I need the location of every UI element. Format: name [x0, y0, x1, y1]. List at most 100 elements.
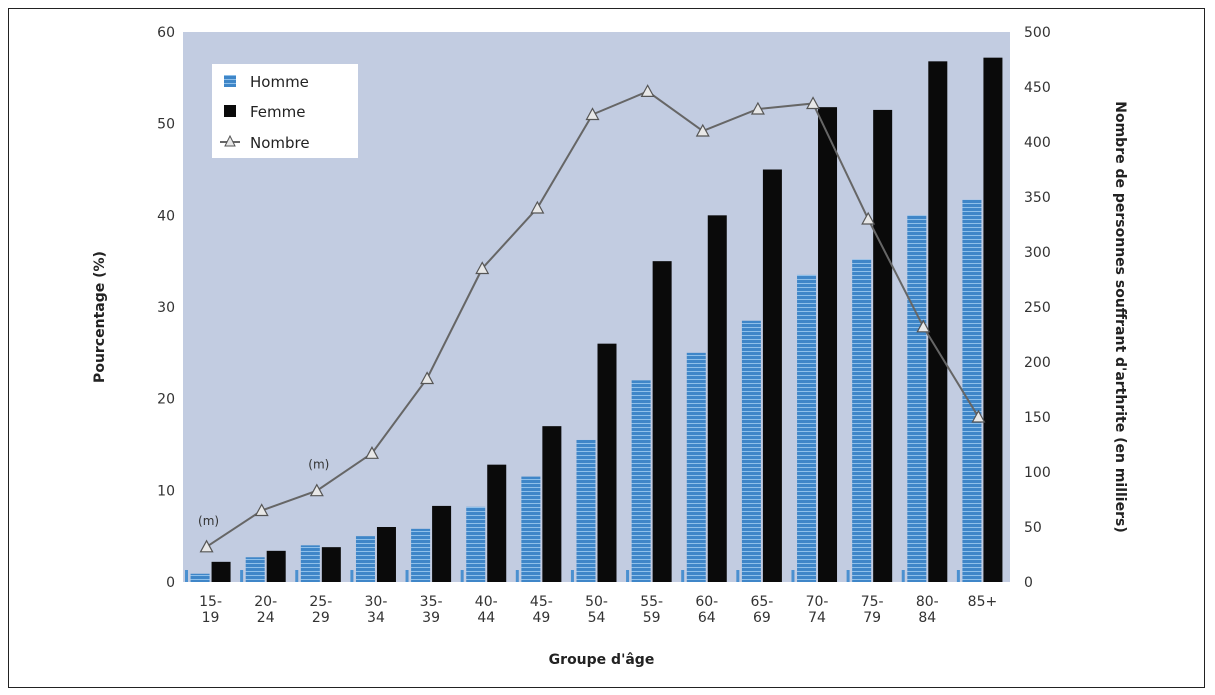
marker-nombre	[199, 539, 214, 553]
x-tick-label: 75-	[861, 594, 884, 610]
x-tick-label: 20-	[254, 594, 277, 610]
x-tick-label: 60-	[695, 594, 718, 610]
bar-femme	[652, 261, 672, 582]
y2-tick-label: 200	[1024, 355, 1051, 371]
group-separator	[570, 570, 574, 582]
x-tick-label: 80-	[916, 594, 939, 610]
group-separator	[846, 570, 850, 582]
y2-tick-label: 150	[1024, 410, 1051, 426]
bar-homme	[686, 352, 706, 582]
y2-tick-label: 50	[1024, 520, 1042, 536]
bar-femme	[762, 169, 782, 582]
y2-tick-label: 400	[1024, 135, 1051, 151]
x-tick-label: 70-	[806, 594, 829, 610]
marker-nombre	[475, 261, 490, 275]
y-tick-label: 30	[157, 300, 175, 316]
bar-homme	[962, 199, 982, 582]
bar-femme	[487, 464, 507, 582]
y2-tick-label: 500	[1024, 25, 1051, 41]
x-tick-label: 44	[477, 610, 495, 626]
bar-homme	[466, 506, 486, 582]
x-tick-label: 15-	[199, 594, 222, 610]
x-tick-label: 45-	[530, 594, 553, 610]
x-tick-label: 55-	[640, 594, 663, 610]
legend-label-femme: Femme	[250, 103, 306, 121]
x-tick-label: 30-	[365, 594, 388, 610]
bar-homme	[907, 215, 927, 583]
x-tick-label: 49	[532, 610, 550, 626]
group-separator	[295, 570, 299, 582]
y2-tick-label: 300	[1024, 245, 1051, 261]
x-axis-title: Groupe d'âge	[549, 652, 655, 668]
bar-femme	[928, 61, 948, 583]
y2-tick-label: 250	[1024, 300, 1051, 316]
x-tick-label: 65-	[750, 594, 773, 610]
y2-axis-title: Nombre de personnes souffrant d'arthrite…	[1112, 101, 1128, 533]
y-tick-label: 0	[166, 575, 175, 591]
bar-homme	[521, 476, 541, 582]
x-tick-label: 34	[367, 610, 385, 626]
x-tick-label: 29	[312, 610, 330, 626]
bar-femme	[707, 215, 727, 583]
marker-nombre	[971, 409, 986, 423]
group-separator	[350, 570, 354, 582]
bar-femme	[818, 107, 838, 583]
bar-femme	[211, 561, 231, 582]
bar-homme	[741, 320, 761, 582]
group-separator	[240, 570, 244, 582]
y-tick-label: 50	[157, 117, 175, 133]
group-separator	[405, 570, 409, 582]
marker-nombre	[309, 483, 324, 497]
marker-nombre	[254, 503, 269, 517]
annotation-m: (m)	[308, 458, 329, 472]
x-tick-label: 39	[422, 610, 440, 626]
group-separator	[901, 570, 905, 582]
bar-femme	[542, 426, 562, 582]
bar-homme	[245, 557, 265, 582]
bar-homme	[355, 536, 375, 582]
group-separator	[515, 570, 519, 582]
bar-homme	[411, 528, 431, 582]
x-tick-label: 79	[863, 610, 881, 626]
group-separator	[681, 570, 685, 582]
x-tick-label: 54	[588, 610, 606, 626]
y2-tick-label: 0	[1024, 575, 1033, 591]
bar-homme	[190, 573, 210, 582]
legend-swatch-homme	[224, 75, 236, 87]
bar-homme	[852, 259, 872, 582]
bar-homme	[300, 545, 320, 582]
y-axis-title: Pourcentage (%)	[92, 251, 108, 383]
marker-nombre	[585, 107, 600, 121]
marker-nombre	[364, 446, 379, 459]
x-tick-label: 59	[643, 610, 661, 626]
bar-femme	[873, 109, 893, 583]
bar-homme	[576, 439, 596, 582]
marker-nombre	[750, 101, 765, 115]
x-tick-label: 84	[918, 610, 936, 626]
bar-femme	[376, 527, 396, 582]
marker-nombre	[530, 200, 545, 214]
bar-femme	[597, 343, 617, 582]
y2-tick-label: 450	[1024, 80, 1051, 96]
marker-nombre	[806, 96, 821, 110]
group-separator	[460, 570, 464, 582]
bar-homme	[797, 274, 817, 582]
y-tick-label: 60	[157, 25, 175, 41]
y-tick-label: 20	[157, 392, 175, 408]
legend-label-nombre: Nombre	[250, 134, 310, 152]
annotation-m: (m)	[198, 514, 219, 528]
group-separator	[185, 570, 188, 582]
group-separator	[791, 570, 795, 582]
x-tick-label: 24	[257, 610, 275, 626]
group-separator	[736, 570, 740, 582]
bar-homme	[631, 380, 651, 582]
bar-femme	[432, 505, 452, 582]
x-tick-label: 50-	[585, 594, 608, 610]
group-separator	[956, 570, 960, 582]
marker-nombre	[916, 319, 931, 333]
y2-tick-label: 350	[1024, 190, 1051, 206]
marker-nombre	[640, 84, 655, 98]
x-tick-label: 40-	[475, 594, 498, 610]
x-tick-label: 74	[808, 610, 826, 626]
